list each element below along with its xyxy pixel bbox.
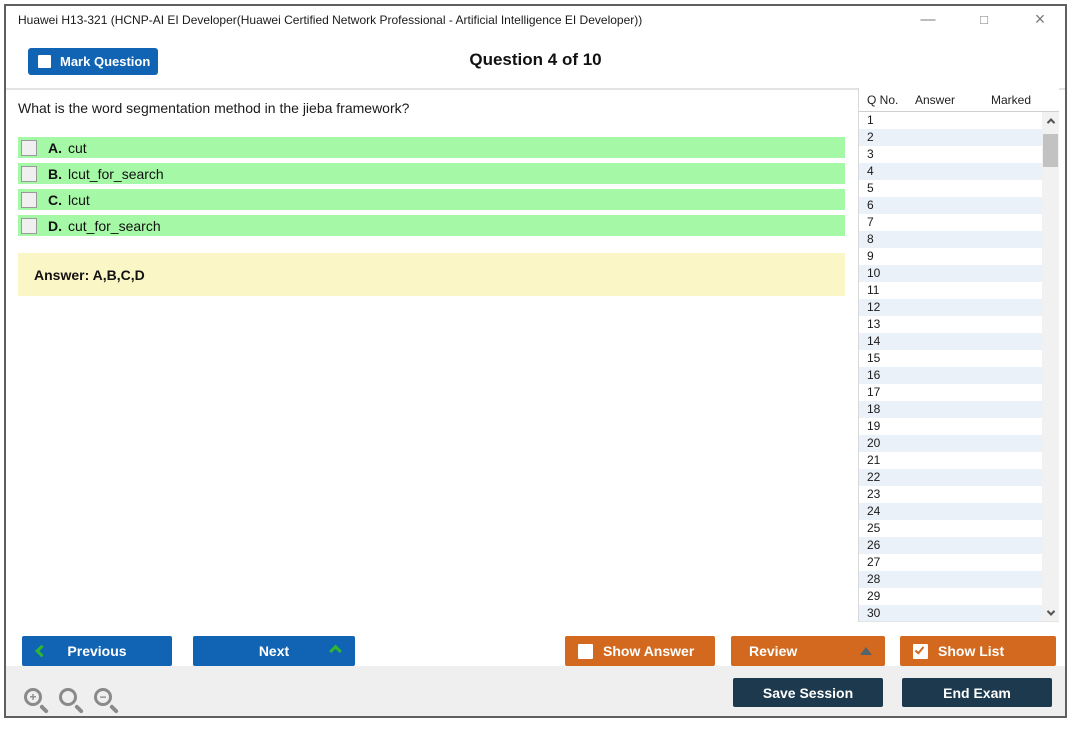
show-list-label: Show List [938,643,1005,659]
scrollbar-down-icon[interactable] [1042,604,1059,621]
option-letter: A. [48,139,62,156]
maximize-icon[interactable]: □ [980,11,988,27]
qlist-row[interactable]: 22 [859,469,1042,486]
zoom-toolbar: + − [24,688,118,714]
question-list-scrollbar[interactable] [1042,112,1059,621]
option-checkbox-b[interactable] [21,165,37,182]
qlist-row[interactable]: 17 [859,384,1042,401]
save-session-label: Save Session [762,684,854,701]
question-list-body: 1 2 3 4 5 6 7 8 9 10 11 12 13 14 15 16 17 18 19 20 21 22 23 24 2… [859,112,1042,621]
qlist-row[interactable]: 25 [859,520,1042,537]
option-checkbox-d[interactable] [21,217,37,234]
option-checkbox-a[interactable] [21,139,37,156]
header-divider [6,88,1065,90]
qlist-row[interactable]: 13 [859,316,1042,333]
qlist-row[interactable]: 16 [859,367,1042,384]
option-checkbox-c[interactable] [21,191,37,208]
close-icon[interactable]: × [1034,8,1046,29]
window-controls: — □ × [917,8,1051,30]
mark-question-label: Mark Question [60,54,151,69]
show-answer-button[interactable]: Show Answer [565,636,715,666]
option-text: cut_for_search [68,217,161,234]
qlist-row[interactable]: 14 [859,333,1042,350]
question-list-panel: Q No. Answer Marked 1 2 3 4 5 6 7 8 9 10 11 12 13 14 1… [858,88,1059,622]
mark-question-button[interactable]: Mark Question [28,48,158,75]
check-icon [914,643,925,655]
show-list-checkbox[interactable] [913,643,928,659]
option-letter: B. [48,165,62,182]
qlist-row[interactable]: 24 [859,503,1042,520]
next-label: Next [258,643,290,659]
qlist-row[interactable]: 8 [859,231,1042,248]
column-marked: Marked [991,92,1032,107]
chevron-right-icon [329,644,342,658]
minimize-icon[interactable]: — [920,10,936,28]
scrollbar-thumb[interactable] [1043,134,1058,167]
show-list-button[interactable]: Show List [900,636,1056,666]
option-text: lcut [68,191,90,208]
qlist-row[interactable]: 30 [859,605,1042,621]
save-session-button[interactable]: Save Session [733,678,883,707]
qlist-row[interactable]: 29 [859,588,1042,605]
option-row-d[interactable]: D. cut_for_search [18,215,845,236]
chevron-left-icon [35,644,48,658]
qlist-row[interactable]: 4 [859,163,1042,180]
options-list: A. cut B. lcut_for_search C. lcut D. cut… [18,137,845,241]
qlist-row[interactable]: 3 [859,146,1042,163]
qlist-row[interactable]: 1 [859,112,1042,129]
column-answer: Answer [915,92,956,107]
option-row-a[interactable]: A. cut [18,137,845,158]
qlist-row[interactable]: 27 [859,554,1042,571]
mark-question-checkbox[interactable] [38,55,51,68]
option-text: cut [68,139,87,156]
qlist-row[interactable]: 23 [859,486,1042,503]
option-letter: D. [48,217,62,234]
zoom-reset-icon[interactable] [59,688,83,714]
qlist-row[interactable]: 12 [859,299,1042,316]
review-label: Review [749,643,798,659]
end-exam-button[interactable]: End Exam [902,678,1052,707]
window-title: Huawei H13-321 (HCNP-AI EI Developer(Hua… [18,13,643,27]
footer-strip [6,666,1065,716]
option-text: lcut_for_search [68,165,164,182]
qlist-row[interactable]: 2 [859,129,1042,146]
qlist-row[interactable]: 6 [859,197,1042,214]
qlist-row[interactable]: 20 [859,435,1042,452]
qlist-row[interactable]: 26 [859,537,1042,554]
question-list-header: Q No. Answer Marked [859,88,1059,112]
previous-button[interactable]: Previous [22,636,172,666]
next-button[interactable]: Next [193,636,355,666]
qlist-row[interactable]: 5 [859,180,1042,197]
qlist-row[interactable]: 21 [859,452,1042,469]
qlist-row[interactable]: 11 [859,282,1042,299]
review-button[interactable]: Review [731,636,885,666]
answer-text: Answer: A,B,C,D [34,266,145,283]
qlist-row[interactable]: 7 [859,214,1042,231]
qlist-row[interactable]: 10 [859,265,1042,282]
qlist-row[interactable]: 19 [859,418,1042,435]
column-qno: Q No. [867,92,899,107]
show-answer-checkbox[interactable] [578,643,593,659]
qlist-row[interactable]: 15 [859,350,1042,367]
option-row-b[interactable]: B. lcut_for_search [18,163,845,184]
zoom-in-icon[interactable]: + [24,688,48,714]
show-answer-label: Show Answer [603,643,695,659]
triangle-up-icon [860,647,872,655]
titlebar: Huawei H13-321 (HCNP-AI EI Developer(Hua… [6,6,1065,34]
question-counter: Question 4 of 10 [469,50,602,69]
qlist-row[interactable]: 9 [859,248,1042,265]
scrollbar-up-icon[interactable] [1042,112,1059,129]
answer-box: Answer: A,B,C,D [18,253,845,296]
option-row-c[interactable]: C. lcut [18,189,845,210]
qlist-row[interactable]: 18 [859,401,1042,418]
end-exam-label: End Exam [943,684,1011,701]
question-text: What is the word segmentation method in … [18,100,410,116]
exam-window: Huawei H13-321 (HCNP-AI EI Developer(Hua… [4,4,1067,718]
option-letter: C. [48,191,62,208]
previous-label: Previous [67,643,127,659]
qlist-row[interactable]: 28 [859,571,1042,588]
question-list: 1 2 3 4 5 6 7 8 9 10 11 12 13 14 15 16 17 18 19 20 21 22 23 24 2… [859,112,1059,622]
zoom-out-icon[interactable]: − [94,688,118,714]
